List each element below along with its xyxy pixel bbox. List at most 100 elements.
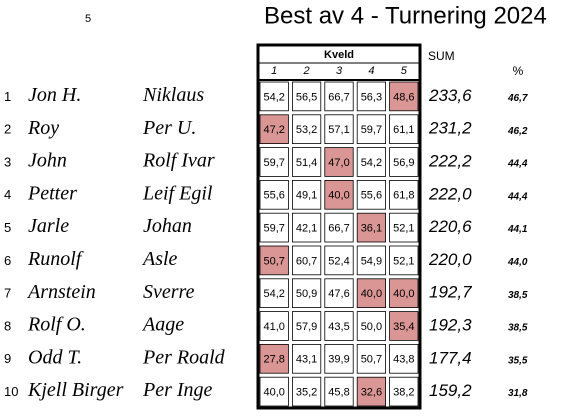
pct-label: % — [513, 64, 524, 78]
score-cell — [389, 114, 419, 145]
score-cell — [356, 212, 387, 243]
score: 54,2 — [263, 288, 284, 300]
score-cell — [356, 376, 387, 407]
score-cell — [356, 278, 387, 308]
score-cell — [389, 311, 419, 341]
score: 56,3 — [361, 91, 382, 103]
score: 35,2 — [296, 387, 317, 399]
score-cell — [356, 114, 387, 145]
last-name: Per U. — [142, 117, 196, 139]
pct: 35,5 — [508, 355, 528, 366]
score-cell — [324, 114, 354, 145]
first-name: Odd T. — [28, 346, 82, 368]
score: 47,2 — [263, 124, 284, 136]
round-number: 3 — [336, 65, 343, 77]
rank: 9 — [4, 351, 11, 366]
score-cell — [324, 343, 354, 374]
score-cell — [259, 114, 289, 145]
score: 54,2 — [263, 91, 284, 103]
score-cell — [259, 245, 289, 276]
first-name: John — [28, 150, 67, 172]
pct: 46,7 — [507, 93, 528, 104]
score: 61,1 — [393, 124, 414, 136]
score: 40,0 — [361, 288, 382, 300]
pct: 44,4 — [507, 159, 528, 170]
sum: 231,2 — [428, 119, 472, 138]
score-cell — [324, 376, 354, 407]
score: 43,5 — [328, 321, 349, 333]
sum: 222,0 — [428, 184, 472, 203]
score-cell — [259, 179, 289, 210]
score-cell — [356, 245, 387, 276]
score-cell — [324, 147, 354, 177]
score: 52,1 — [393, 255, 414, 267]
score-cell — [259, 147, 289, 177]
score-cell — [324, 179, 354, 210]
rank: 8 — [4, 318, 11, 333]
score: 43,1 — [296, 354, 317, 366]
score: 59,7 — [263, 223, 284, 235]
last-name: Niklaus — [142, 84, 204, 106]
score: 43,8 — [393, 354, 414, 366]
pct: 44,4 — [507, 191, 528, 202]
pct: 46,2 — [507, 126, 528, 137]
sum: 159,2 — [429, 381, 472, 400]
score: 35,4 — [393, 321, 414, 333]
score: 52,1 — [393, 223, 414, 235]
score-cell — [356, 81, 387, 112]
sum: 192,7 — [429, 283, 472, 302]
sum: 220,6 — [428, 217, 472, 236]
score: 52,4 — [328, 255, 349, 267]
score: 54,2 — [361, 157, 382, 169]
score: 50,7 — [263, 255, 284, 267]
round-number: 5 — [401, 65, 408, 77]
score: 40,0 — [263, 387, 284, 399]
last-name: Leif Egil — [142, 182, 213, 204]
score-cell — [324, 212, 354, 243]
first-name: Petter — [27, 182, 77, 204]
round-number: 4 — [368, 65, 374, 77]
score-cell — [291, 212, 322, 243]
score-cell — [291, 245, 322, 276]
score: 54,9 — [361, 255, 382, 267]
score: 40,0 — [328, 190, 349, 202]
score: 61,8 — [393, 190, 414, 202]
score: 55,6 — [361, 190, 382, 202]
first-name: Arnstein — [26, 281, 96, 303]
score-cell — [356, 343, 387, 374]
pct: 38,5 — [508, 323, 528, 334]
score-cell — [259, 311, 289, 341]
score-cell — [259, 278, 289, 308]
rank: 10 — [4, 384, 18, 399]
score: 39,9 — [328, 354, 349, 366]
group-label: Kveld — [324, 49, 354, 61]
score-cell — [259, 81, 289, 112]
sum: 222,2 — [428, 151, 472, 170]
score: 40,0 — [393, 288, 414, 300]
last-name: Johan — [143, 215, 192, 237]
score-cell — [389, 147, 419, 177]
score: 45,8 — [328, 387, 349, 399]
first-name: Kjell Birger — [27, 379, 124, 401]
score-cell — [356, 311, 387, 341]
score-cell — [389, 343, 419, 374]
first-name: Roy — [27, 117, 59, 139]
score: 56,5 — [296, 91, 317, 103]
score: 66,7 — [328, 91, 349, 103]
score-cell — [389, 278, 419, 308]
last-name: Sverre — [143, 281, 195, 303]
score: 59,7 — [263, 157, 284, 169]
score-cell — [324, 81, 354, 112]
score: 48,6 — [393, 91, 414, 103]
score: 42,1 — [296, 223, 317, 235]
first-name: Rolf O. — [27, 314, 86, 336]
pct: 44,0 — [507, 257, 528, 268]
score-cell — [291, 343, 322, 374]
sum: 233,6 — [428, 86, 472, 105]
score-cell — [389, 245, 419, 276]
last-name: Per Roald — [142, 346, 226, 368]
pct: 31,8 — [508, 388, 528, 399]
pct: 38,5 — [508, 290, 528, 301]
score-cell — [291, 278, 322, 308]
